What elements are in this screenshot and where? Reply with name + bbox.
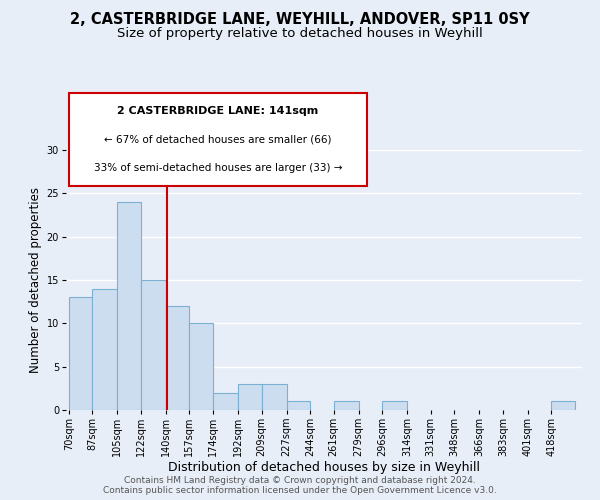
Bar (141, 280, 166, 410)
Text: Contains HM Land Registry data © Crown copyright and database right 2024.: Contains HM Land Registry data © Crown c… (124, 476, 476, 485)
Text: 33% of semi-detached houses are larger (33) →: 33% of semi-detached houses are larger (… (94, 163, 342, 173)
Text: Contains public sector information licensed under the Open Government Licence v3: Contains public sector information licen… (103, 486, 497, 495)
Bar (166, 306, 190, 410)
Bar (213, 392, 238, 410)
Text: Size of property relative to detached houses in Weyhill: Size of property relative to detached ho… (117, 28, 483, 40)
Bar (238, 384, 262, 410)
Text: 2, CASTERBRIDGE LANE, WEYHILL, ANDOVER, SP11 0SY: 2, CASTERBRIDGE LANE, WEYHILL, ANDOVER, … (70, 12, 530, 28)
Bar (287, 402, 310, 410)
Bar (118, 202, 141, 410)
Y-axis label: Number of detached properties: Number of detached properties (29, 187, 43, 373)
Text: 2 CASTERBRIDGE LANE: 141sqm: 2 CASTERBRIDGE LANE: 141sqm (117, 106, 319, 116)
Bar (190, 324, 213, 410)
Bar (382, 402, 407, 410)
Bar (334, 402, 359, 410)
FancyBboxPatch shape (69, 93, 367, 186)
Text: ← 67% of detached houses are smaller (66): ← 67% of detached houses are smaller (66… (104, 134, 332, 144)
Bar (92, 288, 118, 410)
Bar (69, 298, 92, 410)
Bar (551, 402, 575, 410)
Bar (262, 384, 287, 410)
X-axis label: Distribution of detached houses by size in Weyhill: Distribution of detached houses by size … (168, 460, 480, 473)
